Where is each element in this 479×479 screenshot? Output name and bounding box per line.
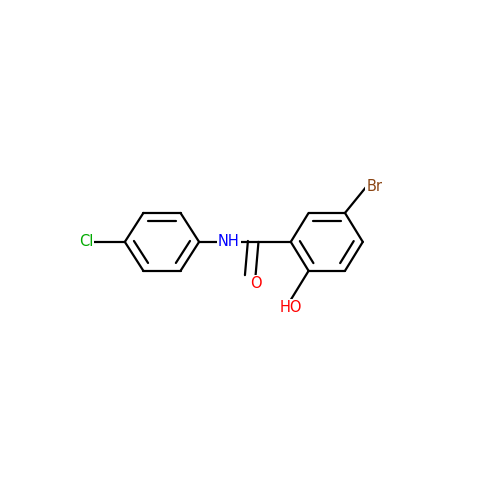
- Text: HO: HO: [280, 300, 302, 315]
- Text: O: O: [250, 276, 262, 291]
- Text: Cl: Cl: [79, 234, 93, 250]
- Text: NH: NH: [218, 234, 240, 250]
- Text: Br: Br: [366, 180, 382, 194]
